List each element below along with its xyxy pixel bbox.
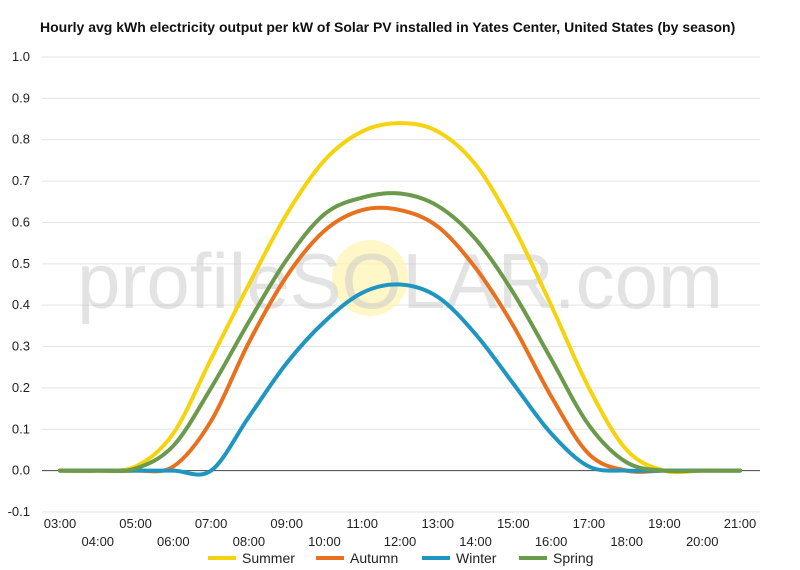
x-tick-label: 08:00 [233,534,266,549]
x-tick-label: 18:00 [610,534,643,549]
series-line-spring [58,191,742,474]
x-tick-label: 04:00 [82,534,115,549]
legend-swatch [519,556,547,560]
chart-title: Hourly avg kWh electricity output per kW… [40,19,736,35]
x-tick-label: 10:00 [308,534,341,549]
y-tick-label: -0.1 [8,504,30,519]
watermark: profileSOLAR.com [77,237,723,325]
y-tick-label: 0.9 [12,90,30,105]
y-tick-label: 0.3 [12,339,30,354]
legend-swatch [316,556,344,560]
y-tick-label: 0.1 [12,421,30,436]
x-tick-label: 16:00 [535,534,568,549]
y-tick-label: 1.0 [12,49,30,64]
x-tick-label: 14:00 [459,534,492,549]
legend-label: Autumn [350,550,398,566]
legend-swatch [422,556,450,560]
series-layer [58,121,742,477]
x-tick-label: 05:00 [119,516,152,531]
x-tick-label: 20:00 [686,534,719,549]
series-line-winter [58,282,742,477]
watermark-sun-icon [332,240,408,316]
legend-label: Summer [242,550,295,566]
x-tick-label: 11:00 [346,516,378,531]
legend-swatch [208,556,236,560]
x-tick-label: 09:00 [270,516,303,531]
series-line-summer [58,121,742,475]
x-tick-label: 07:00 [195,516,228,531]
x-tick-label: 17:00 [573,516,606,531]
x-tick-label: 06:00 [157,534,190,549]
legend-item-winter: Winter [422,550,497,566]
y-tick-label: 0.5 [12,256,30,271]
y-tick-label: 0.2 [12,380,30,395]
watermark-layer: profileSOLAR.com [77,237,723,325]
y-tick-label: 0.0 [12,463,30,478]
y-tick-label: 0.4 [12,297,30,312]
y-tick-label: 0.6 [12,214,30,229]
legend-item-spring: Spring [519,550,593,566]
y-tick-label: 0.7 [12,173,30,188]
x-tick-label: 12:00 [384,534,417,549]
legend-label: Winter [456,550,497,566]
x-tick-label: 15:00 [497,516,530,531]
y-tick-labels: -0.1 0.0 0.1 0.2 0.3 0.4 0.5 0.6 0.7 0.8 0.9 1.0 [8,49,30,519]
x-tick-label: 21:00 [724,516,757,531]
x-tick-label: 19:00 [648,516,681,531]
legend-item-summer: Summer [208,550,295,566]
legend-label: Spring [553,550,593,566]
x-tick-label: 13:00 [422,516,455,531]
legend: Summer Autumn Winter Spring [208,550,593,566]
y-tick-label: 0.8 [12,132,30,147]
x-tick-labels: 03:00 04:00 05:00 06:00 07:00 08:00 09:00 10:00… [44,516,757,549]
grid-layer [42,56,760,513]
legend-item-autumn: Autumn [316,550,398,566]
x-tick-label: 03:00 [44,516,77,531]
